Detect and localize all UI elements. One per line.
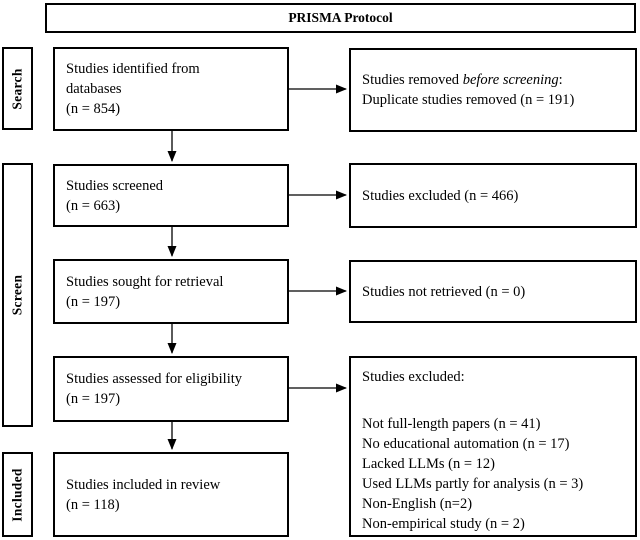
stage-label-screen: Screen (2, 163, 33, 427)
stage-label-search-text: Search (9, 67, 25, 110)
box-studies-removed-before-screening: Studies removed before screening: Duplic… (349, 48, 637, 132)
box-studies-assessed: Studies assessed for eligibility (n = 19… (53, 356, 289, 422)
box-studies-sought-count: (n = 197) (66, 293, 121, 310)
excluded-reason-item: Used LLMs partly for analysis (n = 3) (362, 476, 584, 492)
title-box: PRISMA Protocol (45, 3, 636, 33)
stage-label-included-text: Included (9, 467, 25, 522)
box-studies-excluded-eligibility: Studies excluded: Not full-length papers… (349, 356, 637, 537)
box-studies-included-count: (n = 118) (66, 496, 120, 513)
box-studies-assessed-line1: Studies assessed for eligibility (66, 371, 242, 387)
box-studies-assessed-count: (n = 197) (66, 391, 121, 407)
box-removed-line1: Studies removed before screening: (362, 70, 629, 90)
removed-italic: before screening (462, 72, 559, 88)
excluded-reason-item: Non-English (n=2) (362, 496, 473, 512)
box-studies-sought: Studies sought for retrieval (n = 197) (53, 259, 289, 324)
box-studies-identified-line2: databases (66, 81, 122, 97)
box-studies-not-retrieved: Studies not retrieved (n = 0) (349, 260, 637, 323)
removed-suffix: : (558, 72, 563, 88)
box-not-retrieved-line1: Studies not retrieved (n = 0) (362, 283, 526, 300)
excluded-reason-item: Not full-length papers (n = 41) (362, 416, 541, 432)
excluded-reason-item: Lacked LLMs (n = 12) (362, 456, 495, 472)
excluded-reason-item: No educational automation (n = 17) (362, 436, 570, 452)
box-excluded-eligibility-heading: Studies excluded: (362, 369, 465, 385)
box-studies-identified-line1: Studies identified from (66, 61, 200, 77)
box-studies-identified-count: (n = 854) (66, 101, 121, 117)
stage-label-screen-text: Screen (9, 274, 25, 316)
box-excluded-screening-line1: Studies excluded (n = 466) (362, 187, 519, 204)
box-studies-excluded-screening: Studies excluded (n = 466) (349, 163, 637, 228)
box-studies-screened-count: (n = 663) (66, 197, 121, 214)
diagram-title: PRISMA Protocol (288, 10, 393, 25)
stage-label-included: Included (2, 452, 33, 537)
box-studies-identified: Studies identified from databases (n = 8… (53, 47, 289, 131)
excluded-reason-item: Non-empirical study (n = 2) (362, 516, 525, 532)
removed-prefix: Studies removed (362, 72, 463, 88)
box-studies-screened: Studies screened (n = 663) (53, 164, 289, 227)
box-studies-sought-line1: Studies sought for retrieval (66, 273, 224, 290)
box-studies-included: Studies included in review (n = 118) (53, 452, 289, 537)
box-studies-screened-line1: Studies screened (66, 177, 164, 194)
stage-label-search: Search (2, 47, 33, 130)
box-studies-included-line1: Studies included in review (66, 476, 221, 493)
box-removed-line2: Duplicate studies removed (n = 191) (362, 92, 575, 108)
